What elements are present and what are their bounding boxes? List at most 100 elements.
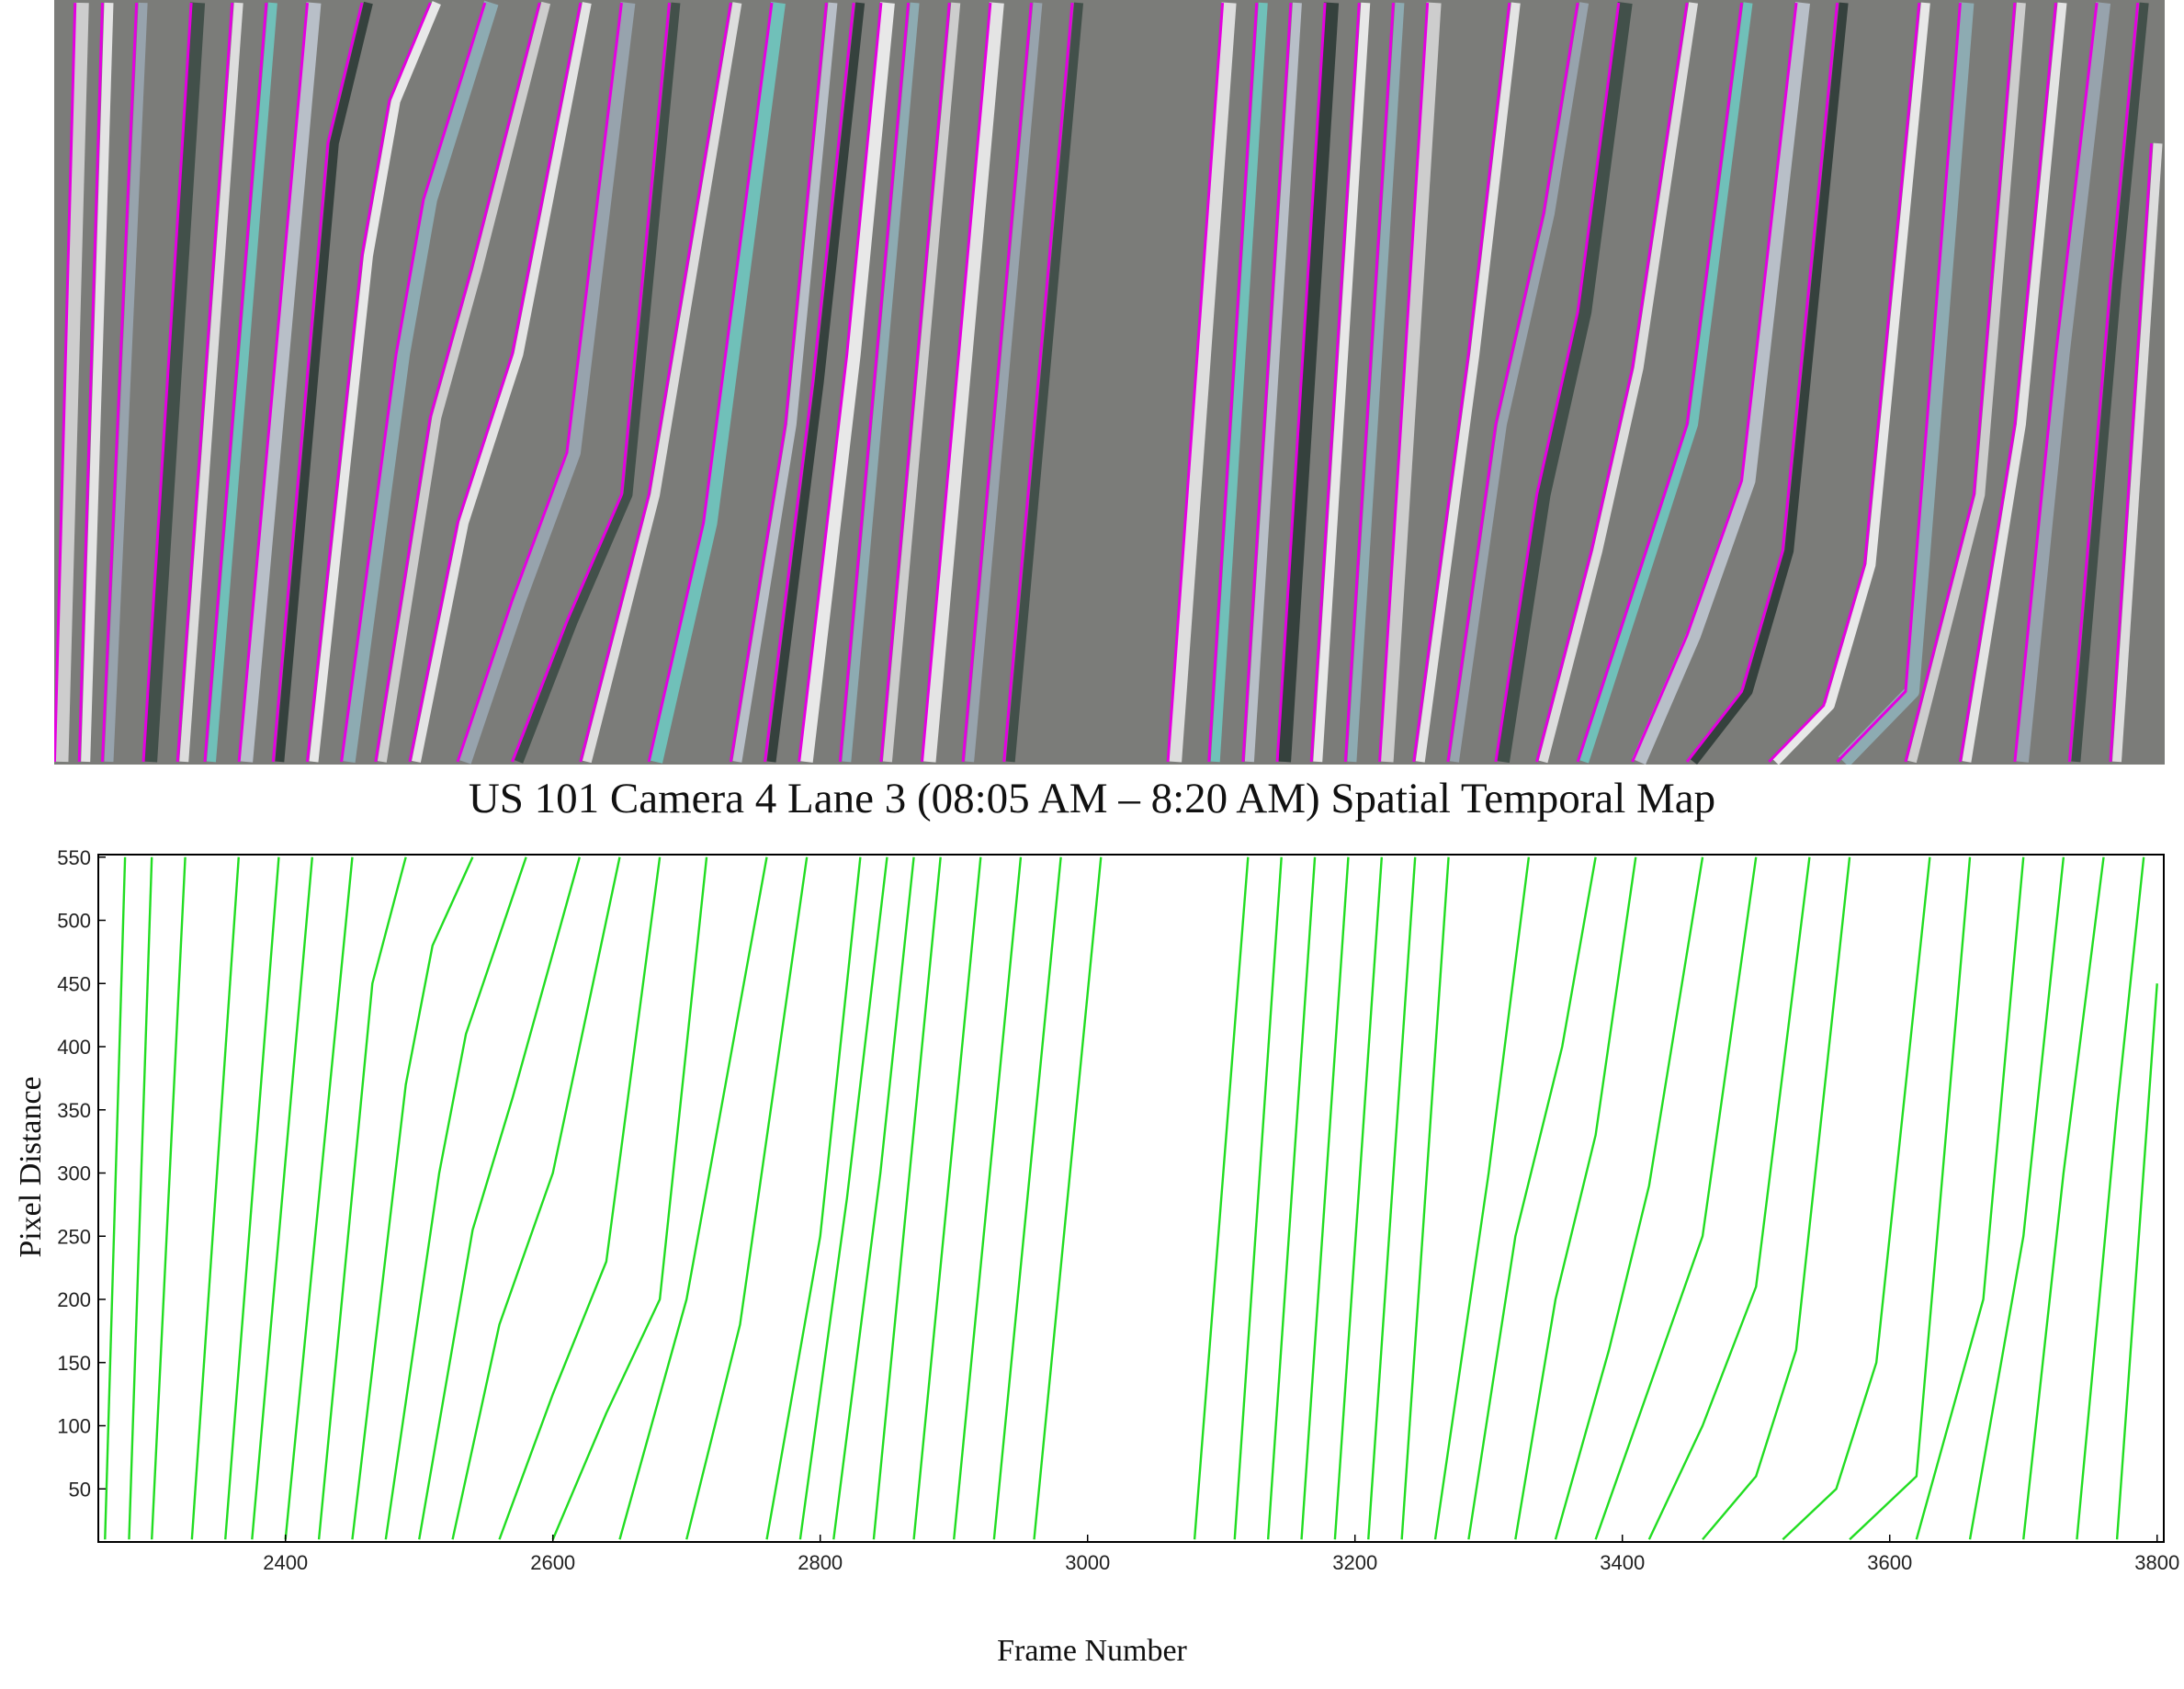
y-tick-label: 350	[57, 1099, 91, 1122]
map-trajectory-outline-29	[1309, 2, 1361, 763]
map-trajectory-outline-21	[879, 2, 951, 763]
trajectory-line-19	[832, 856, 915, 1540]
map-trajectory-outline-1	[54, 3, 77, 762]
map-trajectory-outline-7	[237, 2, 309, 763]
x-tick-label: 3800	[2134, 1551, 2179, 1574]
map-trajectory-outline-15	[579, 2, 732, 763]
plot-trajectories	[104, 856, 2158, 1541]
trajectory-line-33	[1467, 856, 1597, 1540]
map-vehicle-band-7	[238, 2, 322, 763]
map-trajectory-outline-17	[729, 2, 828, 763]
plot-ticks: 2400 2600 2800 3000 3200 3400 3600 3800 50 100 150…	[57, 846, 2179, 1574]
trajectory-line-30	[1367, 856, 1417, 1540]
trajectory-line-16	[685, 856, 809, 1540]
map-vehicle-band-35	[1538, 2, 1699, 764]
trajectory-line-7	[284, 856, 354, 1540]
map-trajectory-outline-40	[1836, 2, 1962, 763]
map-trajectory-outline-41	[1904, 2, 2017, 763]
map-vehicle-band-20	[842, 2, 920, 763]
map-vehicle-band-2	[81, 2, 114, 763]
map-trajectory-outline-28	[1275, 2, 1327, 763]
map-trajectory-outline-23	[961, 2, 1033, 763]
map-trajectory-outline-31	[1378, 2, 1430, 763]
map-vehicle-band-23	[965, 2, 1043, 763]
x-axis-label: Frame Number	[997, 1634, 1187, 1668]
trajectory-line-32	[1433, 856, 1531, 1540]
map-vehicle-band-32	[1415, 2, 1521, 763]
map-vehicle-band-18	[766, 2, 866, 763]
map-vehicle-band-17	[732, 2, 838, 763]
y-tick-label: 200	[57, 1288, 91, 1311]
map-trajectory-outline-11	[374, 2, 541, 763]
trajectory-line-40	[1849, 856, 1972, 1541]
map-vehicle-band-4	[142, 2, 206, 763]
map-vehicle-band-5	[179, 2, 243, 763]
map-trajectory-outline-6	[203, 2, 268, 763]
map-trajectories	[54, 0, 2163, 765]
y-tick-label: 100	[57, 1415, 91, 1438]
trajectory-line-23	[992, 856, 1062, 1540]
y-tick-label: 300	[57, 1162, 91, 1185]
trajectory-line-45	[2115, 983, 2158, 1540]
map-trajectory-outline-10	[340, 2, 487, 763]
map-trajectory-outline-32	[1412, 2, 1511, 763]
map-vehicle-band-33	[1449, 2, 1590, 763]
map-vehicle-band-21	[882, 2, 961, 763]
map-trajectory-outline-30	[1343, 2, 1395, 763]
map-vehicle-band-1	[54, 2, 89, 763]
map-vehicle-band-3	[104, 2, 148, 763]
trajectory-line-44	[2076, 856, 2145, 1540]
map-vehicle-band-45	[2111, 142, 2163, 763]
map-vehicle-band-40	[1838, 2, 1975, 765]
map-trajectory-outline-9	[305, 2, 432, 763]
trajectory-line-12	[451, 856, 621, 1540]
trajectory-line-29	[1333, 856, 1384, 1540]
trajectory-line-17	[765, 856, 862, 1540]
map-trajectory-outline-34	[1494, 2, 1621, 763]
map-vehicle-band-41	[1907, 2, 2026, 764]
map-vehicle-band-44	[2071, 2, 2149, 763]
x-tick-label: 2600	[530, 1551, 575, 1574]
trajectory-line-9	[351, 856, 474, 1540]
map-vehicle-band-27	[1244, 2, 1302, 763]
map-vehicle-band-19	[798, 2, 895, 763]
map-vehicle-band-28	[1276, 2, 1340, 763]
trajectory-line-13	[498, 856, 662, 1540]
y-tick-label: 500	[57, 910, 91, 933]
trajectory-line-41	[1915, 856, 2025, 1540]
map-trajectory-outline-27	[1241, 2, 1293, 763]
map-trajectory-outline-38	[1685, 2, 1839, 763]
trajectory-line-22	[953, 856, 1023, 1540]
map-trajectory-outline-16	[647, 2, 774, 763]
trajectory-line-26	[1233, 856, 1283, 1540]
trajectory-line-18	[798, 856, 888, 1540]
map-caption: US 101 Camera 4 Lane 3 (08:05 AM – 8:20 …	[468, 775, 1716, 822]
map-trajectory-outline-4	[141, 2, 193, 763]
map-trajectory-outline-2	[77, 3, 104, 762]
x-tick-label: 3000	[1065, 1551, 1110, 1574]
map-trajectory-outline-19	[798, 2, 883, 763]
map-trajectory-outline-33	[1446, 2, 1579, 763]
map-trajectory-outline-43	[2013, 2, 2099, 763]
y-tick-label: 550	[57, 846, 91, 869]
map-trajectory-outline-25	[1166, 2, 1225, 763]
y-tick-label: 250	[57, 1225, 91, 1248]
map-trajectory-outline-14	[511, 2, 671, 763]
trajectory-line-39	[1782, 856, 1931, 1541]
map-trajectory-outline-12	[408, 2, 583, 763]
map-trajectory-outline-37	[1631, 2, 1798, 763]
y-tick-label: 150	[57, 1352, 91, 1375]
map-vehicle-band-11	[377, 1, 551, 763]
trajectory-line-27	[1266, 856, 1317, 1540]
trajectory-line-3	[151, 856, 187, 1540]
map-trajectory-outline-39	[1768, 2, 1921, 763]
x-tick-label: 3600	[1867, 1551, 1912, 1574]
trajectory-line-4	[190, 856, 240, 1540]
map-vehicle-band-22	[921, 2, 1004, 763]
trajectory-line-31	[1400, 856, 1450, 1540]
map-vehicle-band-25	[1167, 2, 1237, 763]
map-vehicle-band-42	[1962, 2, 2067, 763]
trajectory-line-34	[1514, 856, 1637, 1540]
map-vehicle-band-43	[2013, 2, 2111, 763]
map-trajectory-outline-8	[271, 2, 364, 763]
